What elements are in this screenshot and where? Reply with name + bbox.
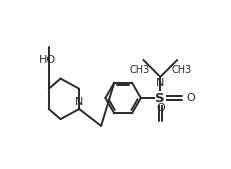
Text: O: O (186, 93, 195, 103)
Text: CH3: CH3 (129, 65, 149, 75)
Text: HO: HO (39, 55, 56, 65)
Text: S: S (155, 92, 165, 104)
Text: N: N (156, 78, 164, 88)
Text: CH3: CH3 (171, 65, 191, 75)
Text: O: O (156, 103, 165, 113)
Text: N: N (75, 97, 83, 107)
